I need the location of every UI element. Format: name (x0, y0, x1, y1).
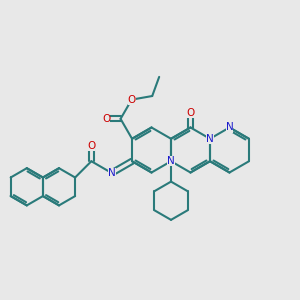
Text: O: O (87, 141, 95, 151)
Text: N: N (226, 122, 233, 133)
Text: N: N (206, 134, 214, 144)
Text: N: N (167, 156, 175, 166)
Text: O: O (186, 108, 195, 118)
Text: O: O (102, 114, 110, 124)
Text: N: N (108, 168, 116, 178)
Text: O: O (128, 94, 136, 105)
